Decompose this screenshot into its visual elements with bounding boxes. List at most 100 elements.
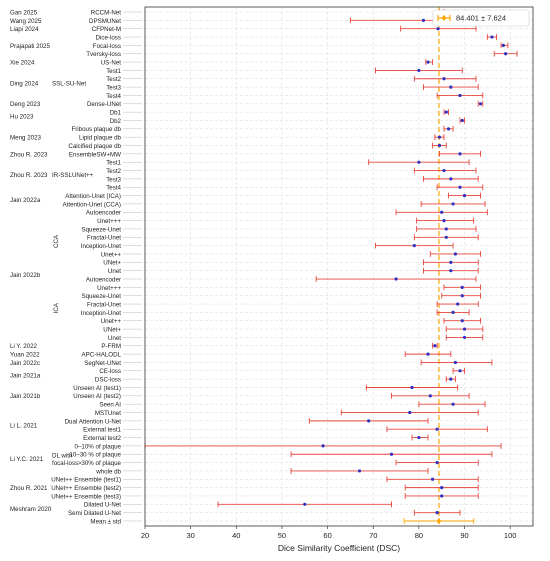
row-label: Calcified plaque db (68, 143, 121, 150)
data-point (456, 302, 460, 306)
row-label: Autoencoder (86, 210, 121, 217)
row-label: 0–10% of plaque (75, 443, 122, 450)
x-tick-label: 40 (232, 531, 240, 540)
study-group-label: Jain 2022b (10, 272, 41, 279)
data-point (426, 60, 430, 64)
study-group-label: Li Y.C. 2021 (10, 456, 44, 463)
error-bars-layer (144, 9, 518, 525)
study-group-label: Zhou R. 2023 (10, 172, 48, 179)
row-label: UNet+ (103, 326, 121, 333)
data-point (408, 410, 412, 415)
row-label: Fractal-Unet (87, 235, 121, 242)
data-point (433, 344, 437, 348)
study-group-label: Hu 2023 (10, 114, 34, 121)
x-tick-label: 20 (141, 531, 149, 540)
row-label: Unet (108, 335, 121, 342)
row-label: Focal-loss (93, 43, 121, 50)
data-point (458, 152, 462, 156)
data-point (449, 269, 453, 273)
grid-layer (144, 7, 533, 526)
study-group-label: Prajapati 2025 (10, 43, 50, 50)
row-label: Unet++ (101, 318, 122, 325)
data-point (430, 477, 435, 481)
row-label: US-Net (101, 59, 122, 66)
row-label: Fribous plaque db (71, 126, 121, 133)
subgroup-label: IR-SSLUNet++ (52, 172, 94, 179)
study-group-label: Gan 2025 (10, 9, 38, 16)
row-label: External test1 (83, 427, 121, 434)
row-label: UNet++ Ensemble (test3) (51, 493, 121, 500)
study-group-label: Li L. 2021 (10, 422, 38, 429)
row-label: Dense-UNet (87, 101, 121, 108)
data-point (458, 93, 462, 98)
x-tick-label: 100 (504, 531, 517, 540)
mean-diamond-point (436, 517, 442, 525)
row-label: Unet+++ (97, 218, 121, 225)
data-point (462, 327, 467, 331)
row-label: EnsembleSW+MW (69, 151, 121, 158)
study-group-label: Ding 2024 (10, 80, 39, 87)
row-label: whole db (95, 468, 121, 475)
study-group-label: Meng 2023 (10, 135, 42, 142)
row-label: Fractal-Unet (87, 301, 121, 308)
data-point (437, 143, 442, 148)
row-label: Lipid plaque db (79, 135, 122, 142)
row-label: Squeeze-Unet (81, 226, 121, 233)
x-tick-label: 90 (460, 531, 468, 540)
data-point (462, 335, 467, 340)
data-point (444, 235, 448, 239)
row-label: Autoencoder (86, 276, 121, 283)
x-tick-label: 30 (186, 531, 194, 540)
data-point (451, 202, 455, 206)
data-point (462, 193, 467, 198)
row-label: Attention-Unet (ICA) (65, 193, 121, 200)
data-point (453, 360, 457, 365)
data-point (394, 277, 398, 281)
study-group-label: Li Y. 2022 (10, 343, 38, 350)
data-point (449, 85, 453, 89)
data-point (440, 210, 444, 214)
data-point (460, 294, 464, 298)
data-point (460, 319, 464, 323)
row-label: Test1 (106, 160, 121, 167)
data-point (451, 310, 455, 314)
row-label: Test4 (106, 93, 121, 100)
data-point (389, 452, 394, 456)
x-tick-label: 50 (278, 531, 286, 540)
row-label: Unet+++ (97, 285, 121, 292)
study-group-label: Meshram 2020 (10, 506, 52, 513)
data-point (453, 252, 457, 256)
data-point (421, 18, 426, 22)
data-point (458, 369, 462, 373)
row-label: Db1 (110, 110, 122, 117)
row-label: DPSMUNet (89, 18, 121, 25)
subgroup-label-line: DL with (52, 452, 73, 459)
row-label: Dice-loss (96, 34, 121, 41)
data-point (426, 352, 430, 356)
row-label: P-FRM (101, 343, 121, 350)
data-point (444, 227, 448, 231)
row-label: Tversky-loss (86, 51, 121, 58)
row-label: Inception-Unet (81, 310, 122, 317)
study-group-label: Zhou R. 2021 (10, 485, 48, 492)
data-point (428, 394, 432, 398)
subgroup-label: SSL-SU-Net (52, 80, 86, 87)
row-label: SegNet-UNet (84, 360, 121, 367)
data-point (437, 135, 442, 139)
study-group-label: Jain 2022a (10, 197, 41, 204)
subgroup-label-line: focal-loss (52, 460, 78, 467)
data-point (417, 68, 421, 73)
data-point (436, 27, 440, 31)
row-label: Test3 (106, 85, 121, 92)
data-point (478, 102, 483, 106)
row-label: Unet++ (101, 251, 122, 258)
data-point (417, 160, 421, 164)
x-tick-label: 70 (369, 531, 377, 540)
data-point (417, 435, 421, 440)
row-label: Unseen AI (test1) (73, 385, 121, 392)
data-point (442, 219, 446, 223)
legend-label: 84.401 ± 7.624 (456, 14, 506, 23)
study-group-label: Jain 2021a (10, 372, 41, 379)
row-label: Test3 (106, 176, 121, 183)
